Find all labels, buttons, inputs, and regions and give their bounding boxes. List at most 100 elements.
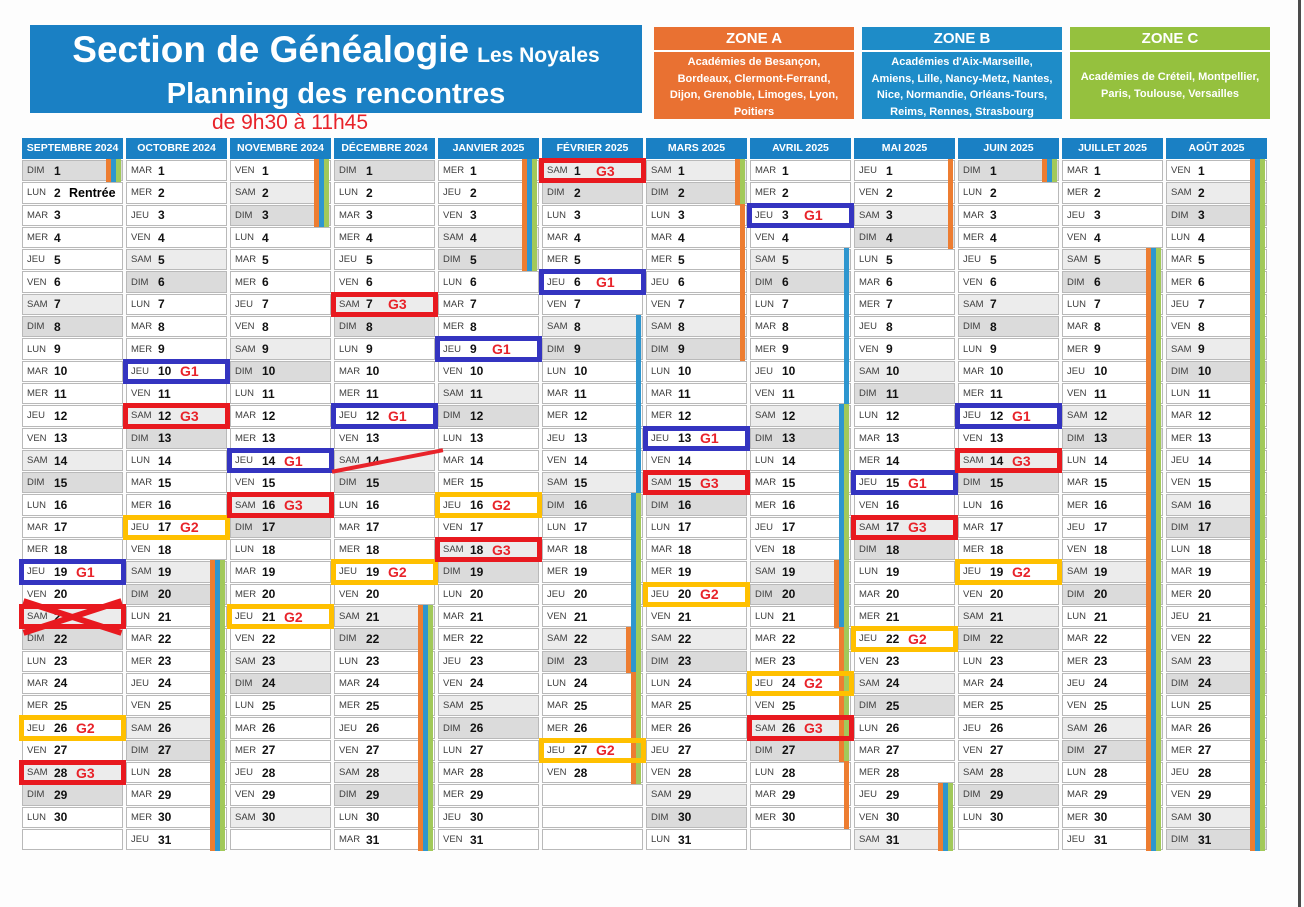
day-cell: SAM 26 <box>1062 716 1163 740</box>
vacation-stripes <box>418 671 433 696</box>
day-number: 9 <box>886 342 893 357</box>
day-cell: DIM 4 <box>854 225 955 250</box>
day-abbrev: MER <box>1171 432 1193 444</box>
vacation-stripe-green <box>636 716 641 740</box>
vacation-stripe-blue <box>215 783 220 807</box>
day-abbrev: MAR <box>755 477 777 489</box>
day-abbrev: MER <box>1171 276 1193 288</box>
day-number: 30 <box>1198 810 1212 825</box>
day-abbrev: MER <box>443 477 465 489</box>
vacation-stripe-orange <box>210 761 215 785</box>
day-cell: JEU 20 G2 <box>643 581 750 607</box>
day-number: 19 <box>1198 564 1212 579</box>
vacation-stripe-orange <box>1146 694 1151 718</box>
day-abbrev: MAR <box>651 700 673 712</box>
day-cell: LUN 7 <box>750 292 851 317</box>
month-header: JUILLET 2025 <box>1062 138 1163 159</box>
day-abbrev: DIM <box>27 321 45 333</box>
day-cell: SAM 14 <box>22 449 123 472</box>
day-number: 23 <box>990 654 1004 669</box>
day-cell: SAM 17 G3 <box>851 514 958 541</box>
vacation-stripe-green <box>844 649 849 673</box>
day-cell: DIM 23 <box>542 649 643 673</box>
day-cell: DIM 6 <box>126 271 227 293</box>
vacation-stripe-orange <box>1250 538 1255 562</box>
day-number: 5 <box>366 252 373 267</box>
day-number: 13 <box>678 431 692 446</box>
day-number: 25 <box>366 698 380 713</box>
vacation-stripes <box>1146 538 1161 562</box>
day-cell: LUN 3 <box>542 204 643 226</box>
vacation-stripe-green <box>220 805 225 829</box>
vacation-stripe-blue <box>1151 649 1156 673</box>
vacation-stripe-blue <box>1255 761 1260 785</box>
day-abbrev: LUN <box>755 298 775 310</box>
day-number: 10 <box>574 364 588 379</box>
vacation-stripe-blue <box>1255 738 1260 763</box>
vacation-stripe-green <box>1156 538 1161 562</box>
day-abbrev: MER <box>339 232 361 244</box>
day-cell: VEN 9 <box>854 338 955 360</box>
day-abbrev: LUN <box>131 611 151 623</box>
day-cell: JEU 5 <box>334 249 435 271</box>
day-number: 26 <box>54 721 68 736</box>
day-cell: VEN 28 <box>646 762 747 784</box>
day-cell: MER 30 <box>126 805 227 829</box>
day-abbrev: JEU <box>859 633 877 645</box>
day-number: 24 <box>574 676 588 691</box>
day-abbrev: MAR <box>131 165 153 177</box>
vacation-stripe-blue <box>1151 381 1156 406</box>
day-abbrev: DIM <box>339 477 357 489</box>
day-cell: JEU 24 <box>126 671 227 696</box>
month-column: OCTOBRE 2024 MAR 1 MER 2 JEU 3 VEN 4 SAM 5 DIM 6 LUN 7… <box>123 138 230 852</box>
day-cell: MAR 6 <box>854 271 955 293</box>
month-header: MARS 2025 <box>646 138 747 159</box>
vacation-stripe-orange <box>210 716 215 740</box>
day-cell: DIM 1 <box>334 160 435 182</box>
vacation-stripe-blue <box>631 560 636 584</box>
day-cell: MAR 20 <box>854 583 955 605</box>
day-number: 22 <box>990 631 1004 646</box>
vacation-stripe-green <box>844 627 849 651</box>
day-cell: MER 16 <box>126 494 227 516</box>
day-abbrev: LUN <box>443 432 463 444</box>
day-abbrev: MER <box>963 388 985 400</box>
vacation-stripe-blue <box>839 538 844 562</box>
day-number: 2 <box>366 185 373 200</box>
vacation-stripes <box>1146 448 1161 473</box>
day-number: 13 <box>782 431 796 446</box>
vacation-stripe-blue <box>636 471 641 495</box>
vacation-stripe-green <box>1260 381 1265 406</box>
day-number: 6 <box>990 275 997 290</box>
day-abbrev: MER <box>547 566 569 578</box>
day-cell: LUN 14 <box>126 449 227 472</box>
day-cell: MAR 21 <box>438 605 539 628</box>
group-label: G3 <box>76 764 95 781</box>
day-number: 13 <box>886 431 900 446</box>
vacation-stripe-green <box>220 671 225 696</box>
day-abbrev: SAM <box>755 254 776 266</box>
vacation-stripes <box>1146 426 1161 450</box>
vacation-stripes <box>844 315 849 339</box>
zone-box: ZONE B Académies d'Aix-Marseille, Amiens,… <box>862 27 1062 119</box>
day-number: 5 <box>886 252 893 267</box>
vacation-stripe-green <box>844 426 849 450</box>
day-abbrev: JEU <box>27 254 45 266</box>
day-number: 21 <box>262 609 276 624</box>
day-cell: DIM 20 <box>126 582 227 606</box>
day-number: 19 <box>158 564 172 579</box>
day-cell: SAM 3 <box>854 203 955 227</box>
day-number: 20 <box>990 587 1004 602</box>
day-abbrev: SAM <box>1067 410 1088 422</box>
day-number: 14 <box>990 453 1004 468</box>
vacation-stripe-green <box>1260 203 1265 227</box>
vacation-stripes <box>839 448 849 473</box>
day-number: 18 <box>574 542 588 557</box>
day-number: 10 <box>470 364 484 379</box>
vacation-stripe-blue <box>1255 159 1260 183</box>
day-cell: MER 4 <box>22 226 123 249</box>
vacation-stripes <box>844 337 849 361</box>
vacation-stripes <box>839 738 849 763</box>
day-number: 5 <box>574 252 581 267</box>
